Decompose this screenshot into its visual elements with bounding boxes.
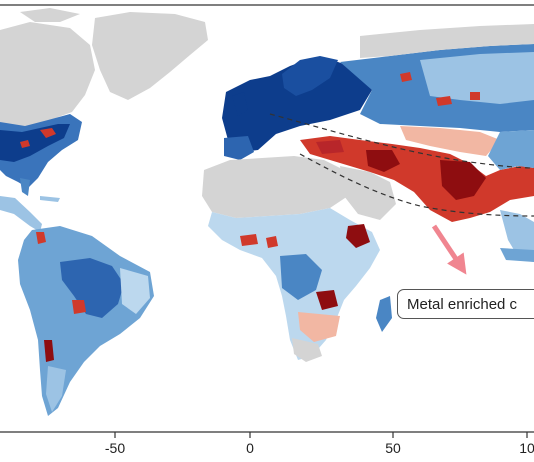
x-tick-label: 10 [519,440,534,456]
south-america-region [18,226,154,416]
arctic-islands [20,8,80,22]
ethiopia-dark-red [346,224,370,248]
annotation-callout: Metal enriched c [397,289,534,319]
dashed-belt-upper [269,113,534,169]
arctic-asia-grey [360,24,534,58]
x-tick-label: 0 [246,440,254,456]
middle-east-region [300,136,534,222]
east-africa-dark-red [316,290,338,310]
sahara-no-data [202,156,348,218]
east-asia-region [488,130,534,170]
congo-blue [280,254,322,300]
amazon-dark-blue [60,258,124,318]
iran-dark-red [366,150,400,172]
dashed-belt-lower [299,153,534,217]
map-canvas [0,4,534,438]
siberia-light [420,52,534,104]
southern-africa-light-red [298,312,340,342]
brazil-east-light [120,268,150,314]
south-america-south [46,366,66,412]
x-tick-label: -50 [104,440,126,456]
andes-red-spot [44,340,54,362]
us-red-spots [20,128,56,148]
madagascar [376,296,392,332]
caribbean-islands [40,196,60,202]
greenland-landmass [92,12,208,100]
florida [20,178,30,196]
indonesia-region [500,248,534,262]
x-tick-label: 50 [385,440,401,456]
southeast-asia-region [500,210,534,262]
uk-region [232,92,248,116]
north-america-north-landmass [0,22,95,128]
iberia-region [224,136,254,160]
turkey-red [316,140,344,154]
annotation-callout-text: Metal enriched c [407,296,518,313]
south-africa-grey [292,338,322,362]
west-africa-red [240,234,278,248]
central-america-region [0,196,42,232]
andes-red-spot-2 [36,232,86,314]
russia-red-spots [400,72,480,106]
europe-region [222,58,372,152]
arabian-peninsula-grey [340,166,396,220]
central-asia-light-red [400,126,500,156]
india-dark-red [440,160,486,200]
scandinavia-region [282,56,338,96]
annotation-arrow [431,224,467,275]
